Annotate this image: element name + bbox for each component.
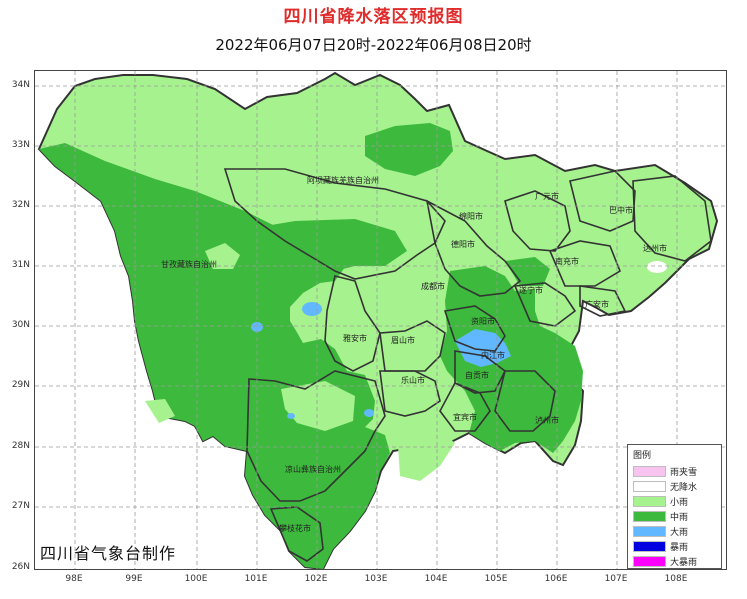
- label-chengdu: 成都市: [421, 281, 445, 291]
- map-frame[interactable]: 阿坝藏族羌族自治州 甘孜藏族自治州 凉山彝族自治州 攀枝花市 雅安市 眉山市 乐…: [34, 70, 727, 570]
- map-title: 四川省降水落区预报图: [283, 7, 464, 27]
- legend-swatch-no-rain: [633, 481, 666, 492]
- legend-swatch-heavy-rainstorm: [633, 556, 666, 567]
- label-guangyuan: 广元市: [535, 191, 559, 201]
- lat-label-32n: 32N: [11, 200, 30, 210]
- map-canvas: 阿坝藏族羌族自治州 甘孜藏族自治州 凉山彝族自治州 攀枝花市 雅安市 眉山市 乐…: [35, 71, 726, 569]
- label-ganzi: 甘孜藏族自治州: [161, 259, 217, 269]
- label-luzhou: 泸州市: [535, 415, 559, 425]
- map-subtitle: 2022年06月07日20时-2022年06月08日20时: [215, 36, 532, 54]
- lat-label-31n: 31N: [11, 260, 30, 270]
- label-nanchong: 南充市: [555, 256, 579, 266]
- legend-swatch-moderate-rain: [633, 511, 666, 522]
- lat-label-33n: 33N: [11, 140, 30, 150]
- label-zigong: 自贡市: [465, 370, 489, 380]
- label-meishan: 眉山市: [391, 335, 415, 345]
- light-rain-patches: [145, 243, 455, 481]
- lat-label-30n: 30N: [11, 320, 30, 330]
- label-dazhou: 达州市: [643, 243, 667, 253]
- lon-label-99e: 99E: [125, 574, 143, 584]
- lat-lon-grid: [35, 71, 726, 569]
- footer-credit: 四川省气象台制作: [40, 544, 177, 563]
- label-leshan: 乐山市: [401, 375, 425, 385]
- lat-label-29n: 29N: [11, 380, 30, 390]
- label-panzhihua: 攀枝花市: [279, 523, 311, 533]
- legend-item-moderate-rain: 中雨: [633, 509, 716, 524]
- label-bazhong: 巴中市: [609, 205, 633, 215]
- label-aba: 阿坝藏族羌族自治州: [307, 175, 379, 185]
- legend-item-sleet: 雨夹雪: [633, 464, 716, 479]
- legend-swatch-heavy-rain: [633, 526, 666, 537]
- legend-swatch-rainstorm: [633, 541, 666, 552]
- legend-item-light-rain: 小雨: [633, 494, 716, 509]
- legend-title: 图例: [633, 451, 652, 461]
- lat-label-34n: 34N: [11, 80, 30, 90]
- moderate-rain-areas: [39, 123, 583, 569]
- label-suining: 遂宁市: [519, 285, 543, 295]
- lon-label-105e: 105E: [484, 574, 508, 584]
- legend-label-heavy-rainstorm: 大暴雨: [670, 558, 698, 568]
- lon-label-101e: 101E: [244, 574, 268, 584]
- lon-label-102e: 102E: [304, 574, 328, 584]
- legend-item-rainstorm: 暴雨: [633, 539, 716, 554]
- legend-item-no-rain: 无降水: [633, 479, 716, 494]
- lat-label-26n: 26N: [11, 562, 30, 572]
- lon-label-104e: 104E: [424, 574, 448, 584]
- legend: 图例 雨夹雪 无降水 小雨 中雨 大雨 暴雨 大暴雨: [627, 444, 722, 569]
- label-deyang: 德阳市: [451, 239, 475, 249]
- label-neijiang: 内江市: [481, 350, 505, 360]
- legend-item-heavy-rain: 大雨: [633, 524, 716, 539]
- lon-label-103e: 103E: [364, 574, 388, 584]
- label-yaan: 雅安市: [343, 333, 367, 343]
- legend-label-no-rain: 无降水: [670, 483, 698, 493]
- legend-item-heavy-rainstorm: 大暴雨: [633, 554, 716, 569]
- no-rain-area: [647, 261, 667, 273]
- legend-label-sleet: 雨夹雪: [670, 468, 698, 478]
- label-mianyang: 绵阳市: [459, 211, 483, 221]
- legend-swatch-light-rain: [633, 496, 666, 507]
- lon-label-108e: 108E: [664, 574, 688, 584]
- legend-label-light-rain: 小雨: [670, 498, 689, 508]
- lon-label-100e: 100E: [184, 574, 208, 584]
- lat-label-27n: 27N: [11, 501, 30, 511]
- legend-label-moderate-rain: 中雨: [670, 513, 689, 523]
- prefecture-labels: 阿坝藏族羌族自治州 甘孜藏族自治州 凉山彝族自治州 攀枝花市 雅安市 眉山市 乐…: [161, 175, 667, 533]
- lon-label-107e: 107E: [604, 574, 628, 584]
- lon-label-98e: 98E: [65, 574, 83, 584]
- lat-label-28n: 28N: [11, 441, 30, 451]
- prefecture-boundaries: [223, 168, 712, 562]
- legend-swatch-sleet: [633, 466, 666, 477]
- lon-label-106e: 106E: [544, 574, 568, 584]
- legend-label-rainstorm: 暴雨: [670, 543, 689, 553]
- label-ziyang: 资阳市: [471, 316, 495, 326]
- legend-label-heavy-rain: 大雨: [670, 528, 689, 538]
- label-yibin: 宜宾市: [453, 412, 477, 422]
- label-guangan: 广安市: [585, 299, 609, 309]
- label-liangshan: 凉山彝族自治州: [285, 464, 341, 474]
